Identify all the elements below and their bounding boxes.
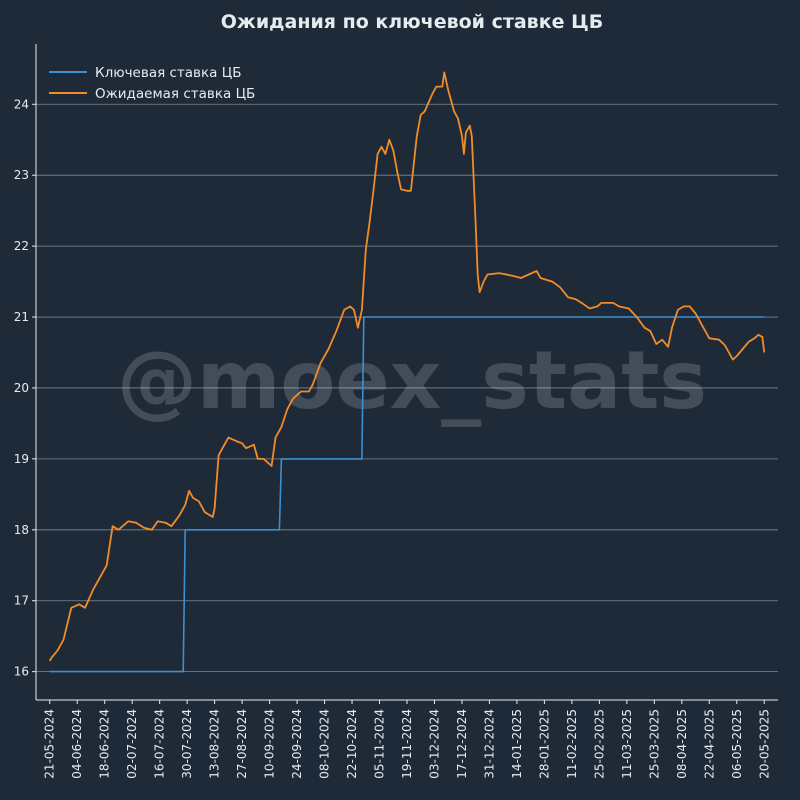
x-tick-labels: 21-05-2024 04-06-2024 18-06-2024 02-07-2024…: [43, 700, 771, 779]
x-tick-label: 10-09-2024: [263, 709, 277, 779]
legend: Ключевая ставка ЦБ Ожидаемая ставка ЦБ: [49, 65, 255, 102]
x-tick-label: 05-11-2024: [373, 709, 387, 779]
x-tick-label: 06-05-2025: [730, 709, 744, 779]
series-line-key-rate: [49, 316, 765, 673]
x-tick-label: 02-07-2024: [125, 709, 139, 779]
x-tick-label: 03-12-2024: [427, 709, 441, 779]
x-tick-label: 28-01-2025: [537, 709, 551, 779]
x-tick-label: 18-06-2024: [98, 709, 112, 779]
x-tick-label: 27-08-2024: [235, 709, 249, 779]
x-tick-label: 17-12-2024: [455, 709, 469, 779]
y-tick-labels: 16 17 18 19 20 21 22 23 24: [14, 97, 36, 679]
x-tick-label: 30-07-2024: [180, 709, 194, 779]
y-tick-label: 24: [14, 97, 29, 111]
x-tick-label: 22-10-2024: [345, 709, 359, 779]
series-lines: [48, 71, 766, 673]
x-tick-label: 14-01-2025: [510, 709, 524, 779]
y-tick-label: 17: [14, 594, 29, 608]
watermark: @moex_stats: [117, 334, 707, 427]
series-line-expected-rate: [48, 71, 766, 662]
x-tick-label: 08-04-2025: [675, 709, 689, 779]
x-tick-label: 31-12-2024: [482, 709, 496, 779]
x-tick-label: 25-02-2025: [592, 709, 606, 779]
chart-title: Ожидания по ключевой ставке ЦБ: [221, 11, 603, 33]
x-tick-label: 20-05-2025: [757, 709, 771, 779]
y-tick-label: 22: [14, 239, 29, 253]
x-tick-label: 21-05-2024: [43, 709, 57, 779]
x-tick-label: 04-06-2024: [70, 709, 84, 779]
x-tick-label: 22-04-2025: [702, 709, 716, 779]
x-tick-label: 25-03-2025: [647, 709, 661, 779]
y-tick-label: 19: [14, 452, 29, 466]
y-tick-label: 20: [14, 381, 29, 395]
x-tick-label: 19-11-2024: [400, 709, 414, 779]
y-tick-label: 21: [14, 310, 29, 324]
x-tick-label: 11-02-2025: [565, 709, 579, 779]
x-tick-label: 16-07-2024: [153, 709, 167, 779]
x-tick-label: 24-09-2024: [290, 709, 304, 779]
x-tick-label: 08-10-2024: [318, 709, 332, 779]
x-tick-label: 11-03-2025: [620, 709, 634, 779]
y-tick-label: 18: [14, 523, 29, 537]
legend-label-key-rate: Ключевая ставка ЦБ: [95, 65, 241, 81]
y-tick-label: 16: [14, 665, 29, 679]
y-tick-label: 23: [14, 168, 29, 182]
legend-label-expected-rate: Ожидаемая ставка ЦБ: [95, 86, 255, 102]
x-tick-label: 13-08-2024: [208, 709, 222, 779]
